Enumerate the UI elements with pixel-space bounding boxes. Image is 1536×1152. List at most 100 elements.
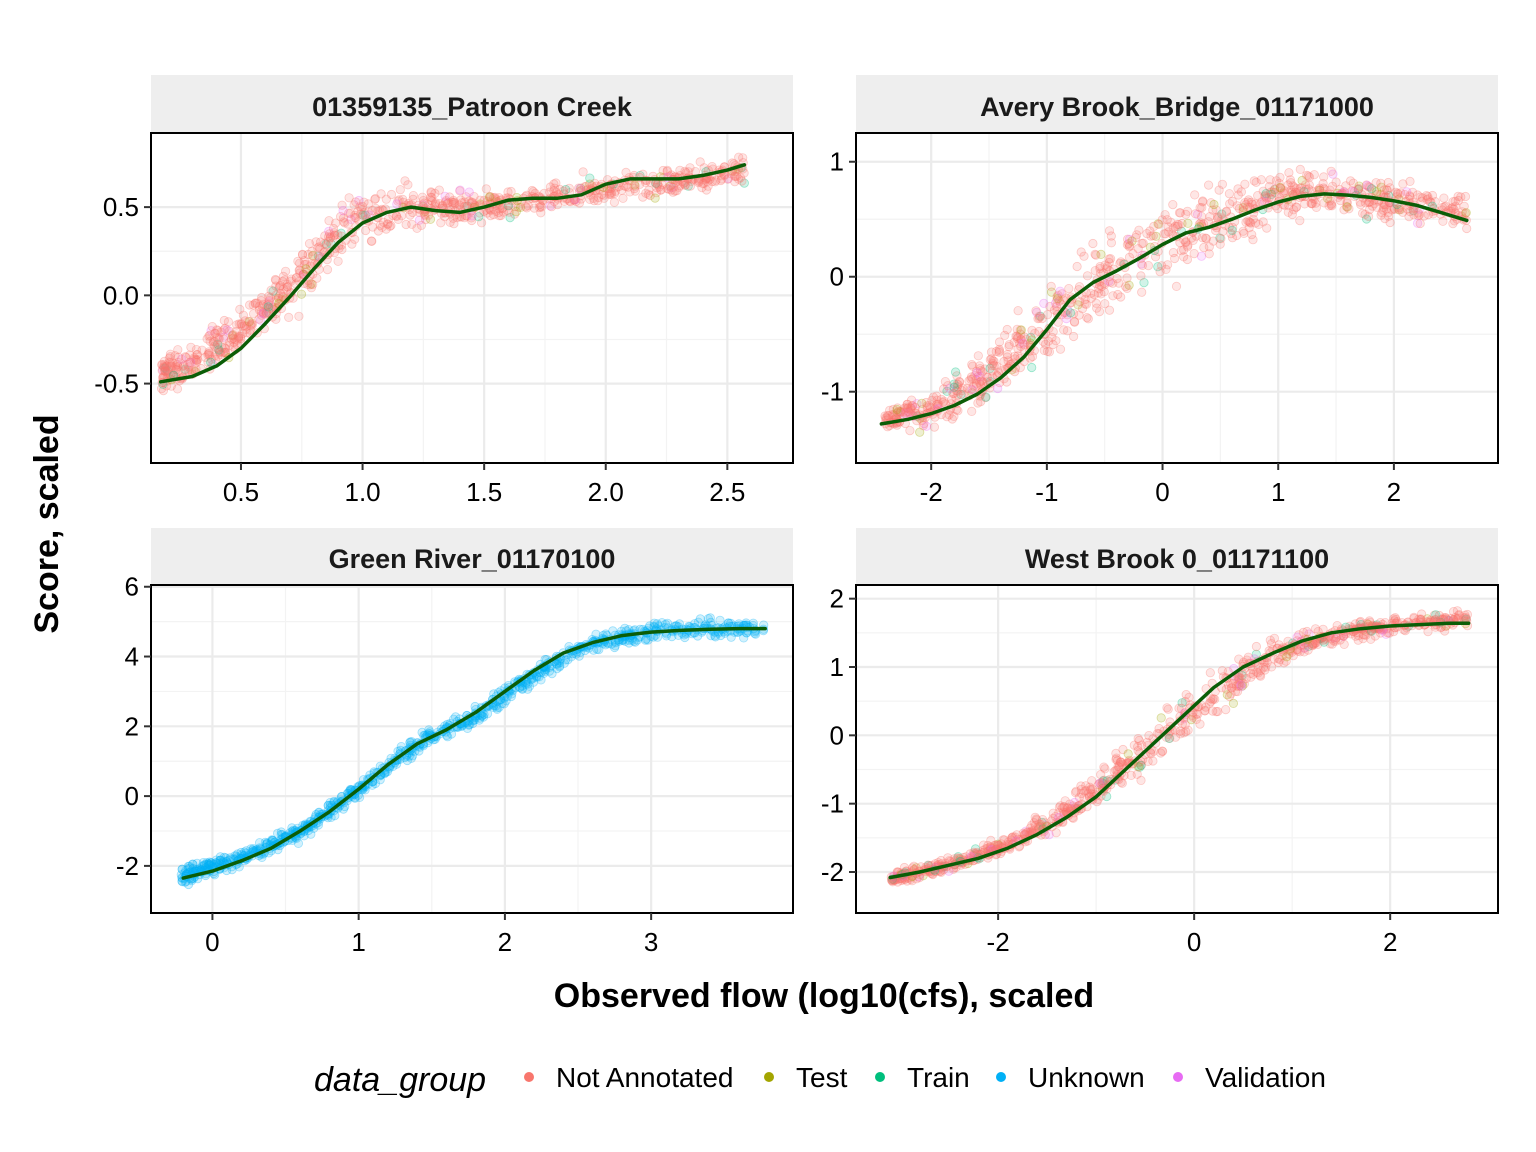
data-point xyxy=(1224,222,1234,232)
data-point xyxy=(350,210,360,220)
data-point xyxy=(1383,208,1393,218)
data-point xyxy=(408,194,418,204)
data-point xyxy=(885,405,895,415)
data-point xyxy=(1227,225,1237,235)
data-point xyxy=(1307,198,1318,209)
data-point xyxy=(1009,337,1019,347)
data-point xyxy=(1244,217,1254,227)
data-point xyxy=(1097,281,1107,291)
data-point xyxy=(616,185,627,195)
data-point xyxy=(1027,362,1037,373)
data-point xyxy=(574,183,584,193)
legend-item-validation: Validation xyxy=(1173,1062,1326,1093)
data-point xyxy=(1175,208,1186,218)
data-point xyxy=(716,175,726,186)
data-point xyxy=(485,211,496,221)
data-point xyxy=(1217,209,1227,219)
data-point xyxy=(158,365,168,375)
data-point xyxy=(448,200,458,210)
x-tick-label: 0 xyxy=(205,927,219,957)
data-point xyxy=(172,359,182,370)
data-point xyxy=(1197,233,1208,243)
legend-item-not-annotated: Not Annotated xyxy=(524,1062,733,1093)
data-point xyxy=(680,180,690,190)
data-point xyxy=(1093,288,1104,298)
data-point xyxy=(218,348,228,358)
data-point xyxy=(381,194,391,204)
data-point xyxy=(264,291,274,301)
data-point xyxy=(490,192,500,202)
data-point xyxy=(355,202,365,212)
data-point xyxy=(1104,305,1115,315)
data-point xyxy=(211,354,221,364)
data-point xyxy=(301,264,311,274)
data-point xyxy=(377,222,387,232)
data-point xyxy=(1228,222,1238,233)
data-point xyxy=(503,187,513,197)
data-point xyxy=(1280,186,1290,196)
data-point xyxy=(491,206,501,216)
data-point xyxy=(261,307,271,318)
data-point xyxy=(1425,197,1435,207)
data-point xyxy=(401,219,411,230)
data-point xyxy=(919,418,929,429)
data-point xyxy=(895,407,906,418)
data-point xyxy=(662,184,672,194)
data-point xyxy=(1142,229,1152,239)
data-point xyxy=(942,412,952,422)
data-point xyxy=(1342,198,1352,208)
data-point xyxy=(263,299,274,309)
data-point xyxy=(1385,217,1395,228)
data-point xyxy=(236,333,246,344)
data-point xyxy=(1400,190,1410,200)
data-point xyxy=(263,302,273,312)
data-point xyxy=(650,193,660,203)
x-tick-label: 0.5 xyxy=(223,477,259,507)
data-point xyxy=(1383,177,1393,188)
data-point xyxy=(398,194,408,204)
data-point xyxy=(949,411,959,421)
data-point xyxy=(393,214,403,224)
data-point xyxy=(466,198,476,208)
data-point xyxy=(1372,187,1382,197)
data-point xyxy=(213,343,223,353)
data-point xyxy=(699,163,709,173)
data-point xyxy=(1408,206,1418,216)
data-point xyxy=(448,195,458,205)
data-point xyxy=(325,233,335,243)
data-point xyxy=(1326,166,1336,176)
data-point xyxy=(1460,208,1470,218)
data-point xyxy=(223,317,233,327)
data-point xyxy=(219,315,229,326)
y-tick-label: -0.5 xyxy=(94,369,139,399)
data-point xyxy=(1419,211,1429,221)
data-point xyxy=(739,168,749,178)
data-point xyxy=(313,251,323,261)
data-point xyxy=(504,207,514,217)
data-point xyxy=(1162,703,1172,713)
data-point xyxy=(1264,182,1274,192)
data-point xyxy=(1031,306,1041,316)
data-point xyxy=(246,319,256,329)
data-point xyxy=(403,180,413,190)
data-point xyxy=(1116,757,1126,767)
data-point xyxy=(192,350,202,360)
data-point xyxy=(1072,261,1082,272)
data-point xyxy=(1423,626,1433,637)
data-point xyxy=(1244,223,1254,233)
data-point xyxy=(621,181,631,192)
data-point xyxy=(263,304,274,314)
data-point xyxy=(262,308,272,319)
data-point xyxy=(1426,197,1436,207)
data-point xyxy=(561,185,571,195)
data-point xyxy=(1082,271,1093,281)
data-point xyxy=(165,362,175,372)
data-point xyxy=(1182,254,1193,265)
scatter-points xyxy=(176,613,769,890)
y-tick-label: 0.5 xyxy=(103,192,139,222)
data-point xyxy=(307,246,317,256)
data-point xyxy=(454,200,464,210)
data-point xyxy=(382,219,392,229)
data-point xyxy=(1019,340,1029,350)
data-point xyxy=(308,279,318,290)
